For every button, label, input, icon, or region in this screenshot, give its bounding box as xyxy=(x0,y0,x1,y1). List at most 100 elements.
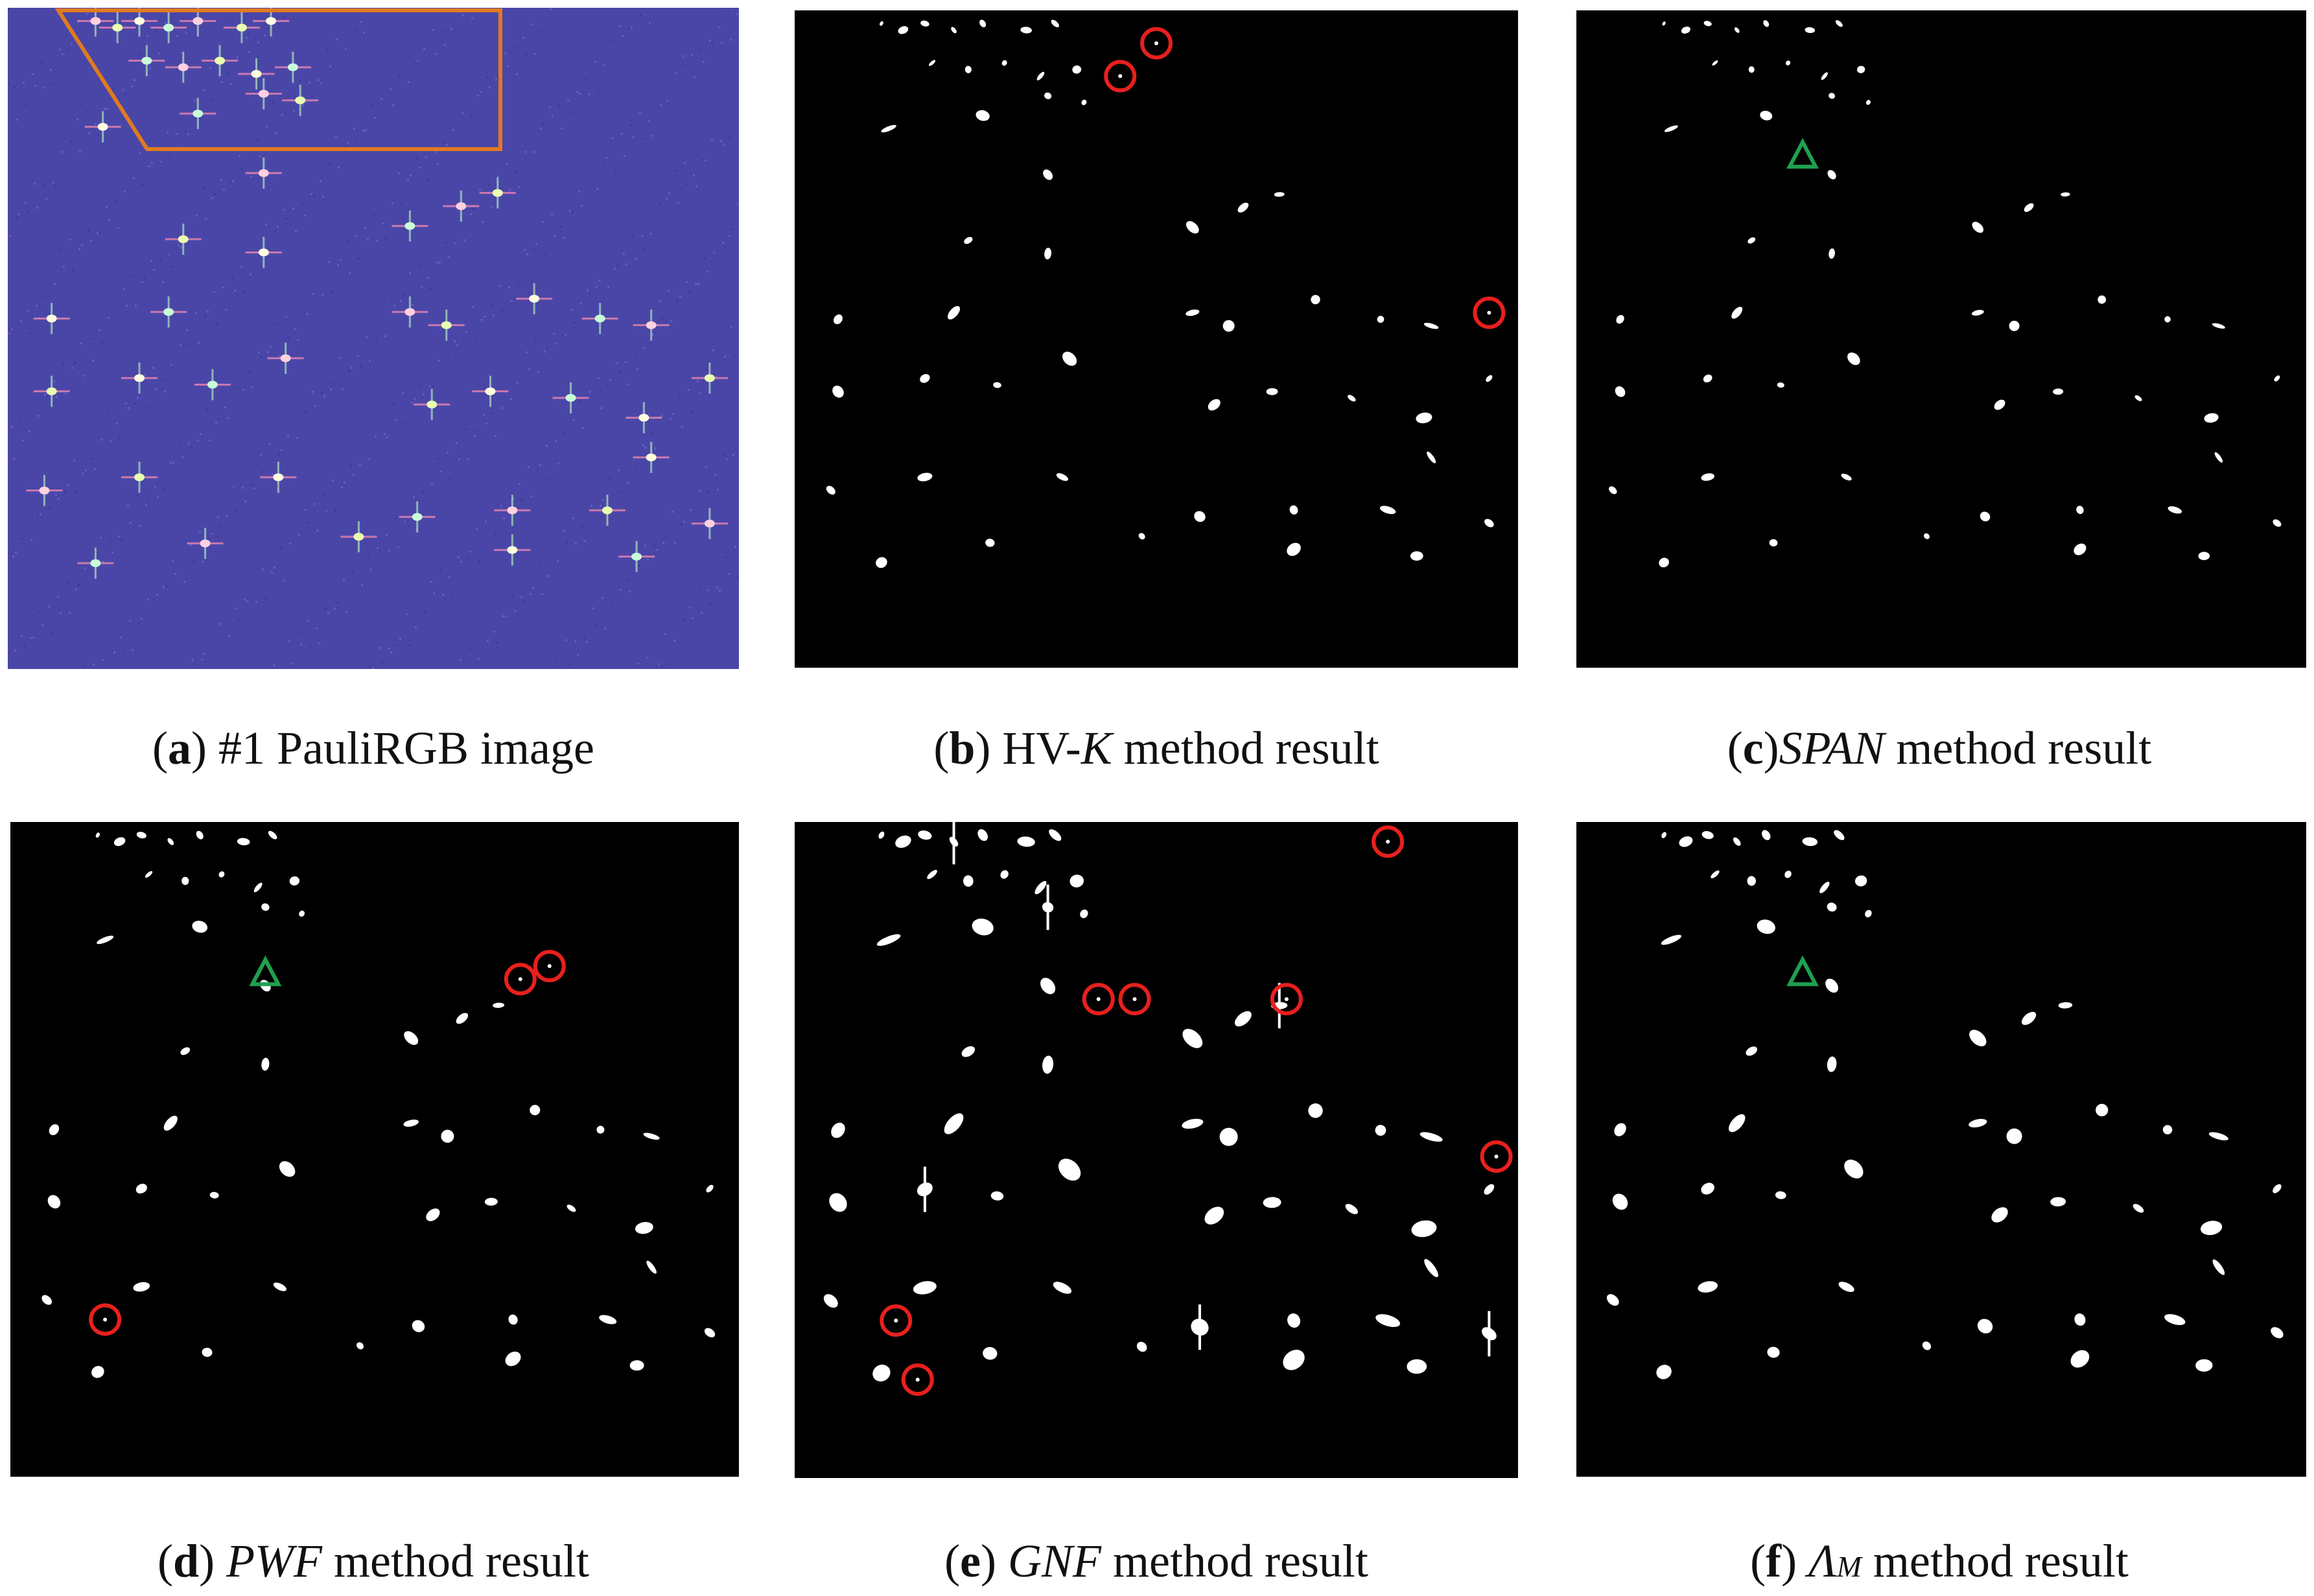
speckle-noise xyxy=(517,382,519,384)
speckle-noise xyxy=(722,242,724,244)
detected-target xyxy=(1969,1029,1987,1047)
speckle-noise xyxy=(551,213,553,215)
ship-target xyxy=(485,387,496,395)
speckle-noise xyxy=(181,554,183,556)
speckle-noise xyxy=(524,249,526,251)
speckle-noise xyxy=(565,639,567,641)
speckle-noise xyxy=(602,499,604,501)
speckle-noise xyxy=(701,612,703,614)
speckle-noise xyxy=(306,313,308,315)
speckle-noise xyxy=(604,628,606,629)
speckle-noise xyxy=(81,244,83,246)
speckle-noise xyxy=(15,552,17,554)
detected-target xyxy=(1311,294,1320,305)
speckle-noise xyxy=(659,300,660,302)
speckle-noise xyxy=(282,16,284,18)
speckle-noise xyxy=(688,291,690,293)
speckle-noise xyxy=(155,388,157,390)
speckle-noise xyxy=(598,377,600,379)
speckle-noise xyxy=(106,206,108,208)
detected-target xyxy=(279,1161,296,1177)
detected-target xyxy=(1001,60,1007,66)
detected-target xyxy=(1827,1056,1837,1072)
ship-target xyxy=(704,374,715,382)
speckle-noise xyxy=(499,285,501,287)
ship-target xyxy=(287,63,298,71)
speckle-noise xyxy=(533,151,535,153)
ship-target xyxy=(207,381,218,389)
speckle-noise xyxy=(65,393,67,395)
detected-target-streak xyxy=(1198,1304,1201,1350)
detected-target xyxy=(1679,836,1693,847)
detected-target xyxy=(1662,21,1666,26)
detected-target xyxy=(49,1124,60,1136)
detected-target xyxy=(1615,386,1626,397)
detected-target xyxy=(1762,830,1771,840)
speckle-noise xyxy=(323,493,325,495)
speckle-noise xyxy=(187,231,189,233)
speckle-noise xyxy=(123,652,124,654)
speckle-noise xyxy=(325,607,327,609)
speckle-noise xyxy=(140,54,142,56)
speckle-noise xyxy=(232,180,234,182)
ship-target xyxy=(404,222,415,230)
detected-target xyxy=(1266,388,1278,395)
speckle-noise xyxy=(90,240,92,242)
speckle-noise xyxy=(242,389,244,391)
detected-target xyxy=(1760,110,1773,121)
speckle-noise xyxy=(688,389,690,391)
caption-d: (d) PWF method result xyxy=(158,1535,589,1587)
speckle-noise xyxy=(109,538,111,540)
detected-target xyxy=(961,1046,976,1057)
detected-target xyxy=(113,837,126,847)
speckle-noise xyxy=(280,547,282,549)
speckle-noise xyxy=(377,547,379,549)
speckle-noise xyxy=(366,336,368,338)
detected-target xyxy=(1802,837,1818,847)
detected-target xyxy=(898,26,909,34)
missed-target-triangle-marker xyxy=(1786,137,1819,169)
speckle-noise xyxy=(607,286,609,288)
speckle-noise xyxy=(316,628,318,629)
speckle-noise xyxy=(458,458,460,460)
speckle-noise xyxy=(353,474,355,476)
detected-target xyxy=(1606,1294,1619,1306)
speckle-noise xyxy=(463,239,465,241)
speckle-noise xyxy=(60,612,62,614)
detected-target xyxy=(823,1294,838,1308)
speckle-noise xyxy=(152,367,154,369)
speckle-noise xyxy=(438,458,439,460)
detected-target xyxy=(97,935,114,945)
false-alarm-point xyxy=(1132,997,1137,1002)
speckle-noise xyxy=(609,477,611,479)
detected-target xyxy=(1237,202,1249,213)
speckle-noise xyxy=(373,215,375,217)
speckle-noise xyxy=(413,496,415,498)
speckle-noise xyxy=(443,142,445,144)
speckle-noise xyxy=(467,458,469,460)
speckle-noise xyxy=(220,525,222,527)
speckle-noise xyxy=(257,139,259,141)
speckle-noise xyxy=(34,85,36,87)
speckle-noise xyxy=(351,367,353,369)
detected-target xyxy=(1287,1313,1301,1328)
detected-target xyxy=(135,1184,147,1194)
speckle-noise xyxy=(82,473,84,475)
panel-d-pwf-result xyxy=(10,822,739,1477)
speckle-noise xyxy=(211,197,213,199)
speckle-noise xyxy=(541,593,543,595)
false-alarm-circle-marker xyxy=(1140,27,1173,60)
speckle-noise xyxy=(570,112,572,114)
speckle-noise xyxy=(463,337,465,339)
speckle-noise xyxy=(519,385,521,387)
speckle-noise xyxy=(588,93,590,95)
speckle-noise xyxy=(478,560,480,562)
caption-f: (f) ΛM method result xyxy=(1750,1535,2129,1587)
speckle-noise xyxy=(379,647,380,649)
speckle-noise xyxy=(312,293,314,295)
speckle-noise xyxy=(568,663,570,665)
detected-target xyxy=(979,19,987,28)
speckle-noise xyxy=(723,144,725,146)
detected-target xyxy=(917,473,933,482)
speckle-noise xyxy=(160,161,162,163)
